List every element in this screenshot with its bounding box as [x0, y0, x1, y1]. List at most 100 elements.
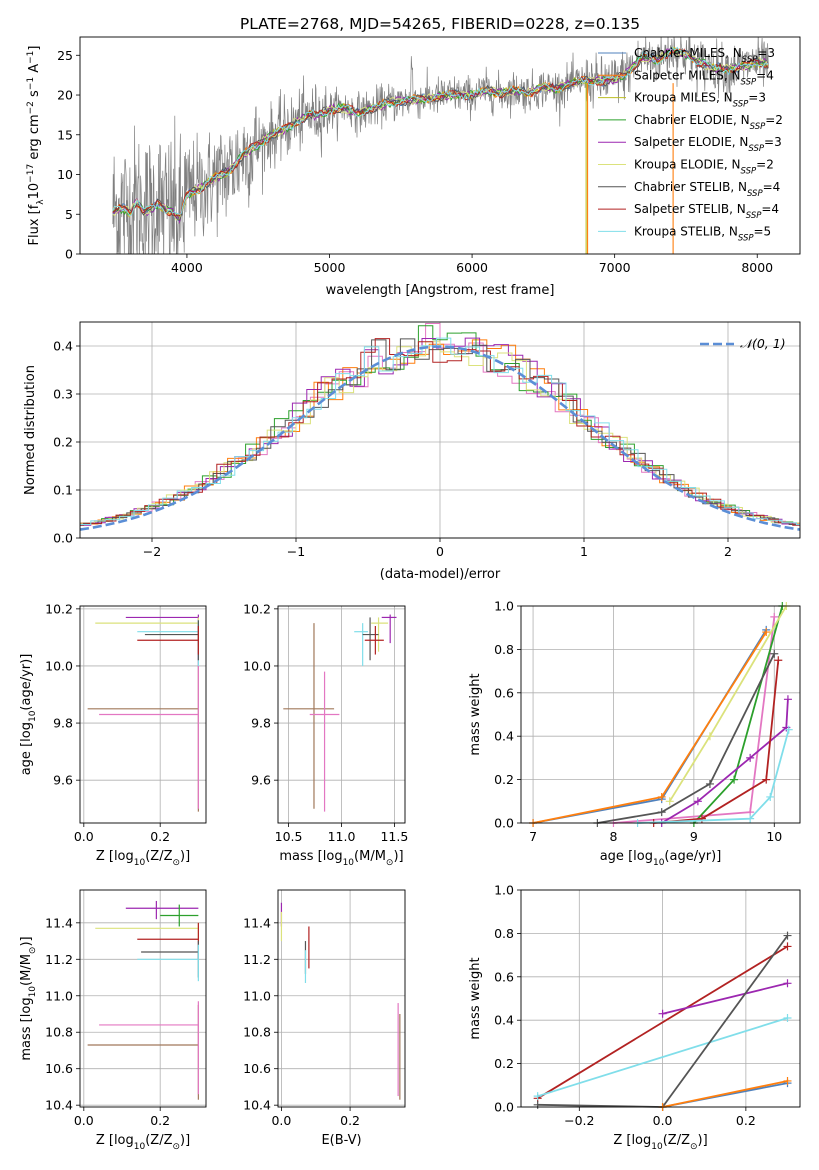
mass-weight-marker	[766, 792, 775, 801]
mass-weight-marker	[705, 779, 714, 788]
age-vs-mass-panel: 10.5 11.0 11.5 9.6 9.8 10.0 10.2 mass [log10(M/…	[243, 601, 408, 868]
x-axis-label: (data-model)/error	[380, 567, 501, 582]
mass-weight-marker	[783, 695, 792, 704]
legend-label: Salpeter STELIB, NSSP=4	[634, 202, 779, 221]
spectrum-legend: Chabrier MILES, NSSP=3 Salpeter MILES, NS…	[598, 46, 783, 243]
x-tick-label: 9	[690, 829, 698, 844]
y-tick-label: 0.0	[494, 816, 514, 831]
errorbar-point	[354, 623, 368, 666]
y-tick-label: 0.2	[53, 435, 73, 450]
y-tick-label: 0.4	[494, 729, 514, 744]
y-tick-label: 9.6	[251, 773, 271, 788]
errorbar-point	[309, 671, 340, 812]
y-tick-label: 0	[65, 247, 73, 262]
errorbar-point	[95, 922, 199, 942]
legend-label: Salpeter MILES, NSSP=4	[634, 68, 774, 87]
x-axis-label: wavelength [Angstrom, rest frame]	[326, 283, 555, 298]
y-tick-label: 10.6	[45, 1061, 73, 1076]
errorbar-point	[99, 1001, 199, 1095]
errorbar-point	[381, 614, 397, 644]
y-tick-label: 9.6	[53, 773, 73, 788]
mass-weight-marker	[665, 797, 674, 806]
errorbar-point	[125, 614, 199, 661]
spectrum-panel: 4000 5000 6000 7000 8000 0 5 10 15 20 25 wavelength…	[26, 36, 801, 298]
axes-frame	[277, 605, 406, 824]
y-tick-label: 11.2	[243, 952, 271, 967]
y-tick-label: 25	[57, 48, 73, 63]
model-spectrum-line	[112, 48, 769, 217]
mass-weight-line	[637, 729, 790, 824]
legend-label: 𝒩(0, 1)	[740, 336, 786, 351]
legend-label: Kroupa STELIB, NSSP=5	[634, 224, 771, 243]
errorbar-point	[125, 900, 199, 920]
mass-weight-line	[537, 945, 788, 1100]
y-tick-label: 10	[57, 167, 73, 182]
mass-weight-marker	[770, 612, 779, 621]
y-tick-label: 11.2	[45, 952, 73, 967]
x-tick-label: 0	[436, 544, 444, 559]
errorbar-point	[137, 944, 199, 982]
y-tick-label: 10.6	[243, 1061, 271, 1076]
y-tick-label: 10.2	[243, 601, 271, 616]
residuals-panel: −2 −1 0 1 2 0.0 0.1 0.2 0.3 0.4 (data-model)/error…	[23, 321, 801, 582]
x-tick-label: 0.0	[74, 1113, 94, 1128]
x-tick-label: 2	[724, 544, 732, 559]
y-tick-label: 0.6	[494, 969, 514, 984]
x-tick-label: 4000	[171, 260, 203, 275]
mass-weight-marker	[762, 628, 771, 637]
figure-title: PLATE=2768, MJD=54265, FIBERID=0228, z=0…	[240, 15, 640, 33]
y-tick-label: 10.4	[45, 1098, 73, 1113]
errorbar-point	[283, 623, 335, 809]
x-tick-label: 7	[529, 829, 537, 844]
y-tick-label: 10.0	[45, 658, 73, 673]
gaussian-reference-line	[80, 345, 800, 531]
errorbar-point	[160, 904, 199, 927]
axes-frame	[79, 605, 207, 824]
axes-frame	[79, 889, 207, 1108]
y-axis-label: mass weight	[468, 673, 483, 755]
errorbar-point	[87, 623, 199, 812]
mass-vs-Z-panel: 0.0 0.2 10.4 10.6 10.8 11.0 11.2 11.4 Z [log10(Z…	[19, 889, 207, 1152]
errorbar-point	[364, 625, 384, 655]
x-axis-label: E(B-V)	[321, 1133, 361, 1148]
mass-weight-marker	[705, 732, 714, 741]
mass-weight-marker	[783, 931, 792, 940]
y-tick-label: 11.0	[45, 988, 73, 1003]
legend-label: Chabrier MILES, NSSP=3	[634, 46, 775, 65]
y-tick-label: 0.8	[494, 642, 514, 657]
x-tick-label: 10	[766, 829, 782, 844]
mass-weight-line	[662, 982, 788, 1015]
legend-label: Chabrier ELODIE, NSSP=2	[634, 113, 783, 132]
y-tick-label: 0.2	[494, 1056, 514, 1071]
panels: 4000 5000 6000 7000 80000510152025wavelength…	[19, 36, 801, 1152]
axes-frame	[277, 889, 406, 1108]
x-tick-label: −2	[143, 544, 161, 559]
x-tick-label: 1	[580, 544, 588, 559]
x-tick-label: 7000	[599, 260, 631, 275]
mass-weight-marker	[774, 656, 783, 665]
x-tick-label: −0.2	[564, 1113, 594, 1128]
mass-weight-marker	[658, 1009, 667, 1018]
axes-frame	[79, 321, 801, 539]
x-tick-label: 8000	[741, 260, 773, 275]
mass-weight-marker	[746, 753, 755, 762]
y-axis-label: Flux [fλ10−17 erg cm−2 s−1 A−1]	[26, 46, 46, 246]
x-tick-label: 6000	[456, 260, 488, 275]
y-tick-label: 0.2	[494, 772, 514, 787]
y-tick-label: 0.0	[53, 531, 73, 546]
y-tick-label: 11.0	[243, 988, 271, 1003]
y-tick-label: 0.3	[53, 387, 73, 402]
mass-weight-marker	[762, 775, 771, 784]
legend-label: Kroupa MILES, NSSP=3	[634, 91, 766, 110]
y-tick-label: 10.8	[45, 1025, 73, 1040]
y-axis-label: Normed distribution	[23, 365, 38, 495]
x-axis-label: mass [log10(M/M⊙)]	[279, 849, 403, 868]
mass-weight-line	[662, 1080, 788, 1108]
spectrum-plot-area	[112, 37, 769, 254]
histogram-area	[80, 323, 800, 531]
mass-weight-marker	[657, 808, 666, 817]
mass-weight-marker	[746, 814, 755, 823]
mass-weight-line	[532, 629, 767, 824]
residual-histogram-step	[80, 338, 800, 526]
x-tick-label: −1	[287, 544, 305, 559]
